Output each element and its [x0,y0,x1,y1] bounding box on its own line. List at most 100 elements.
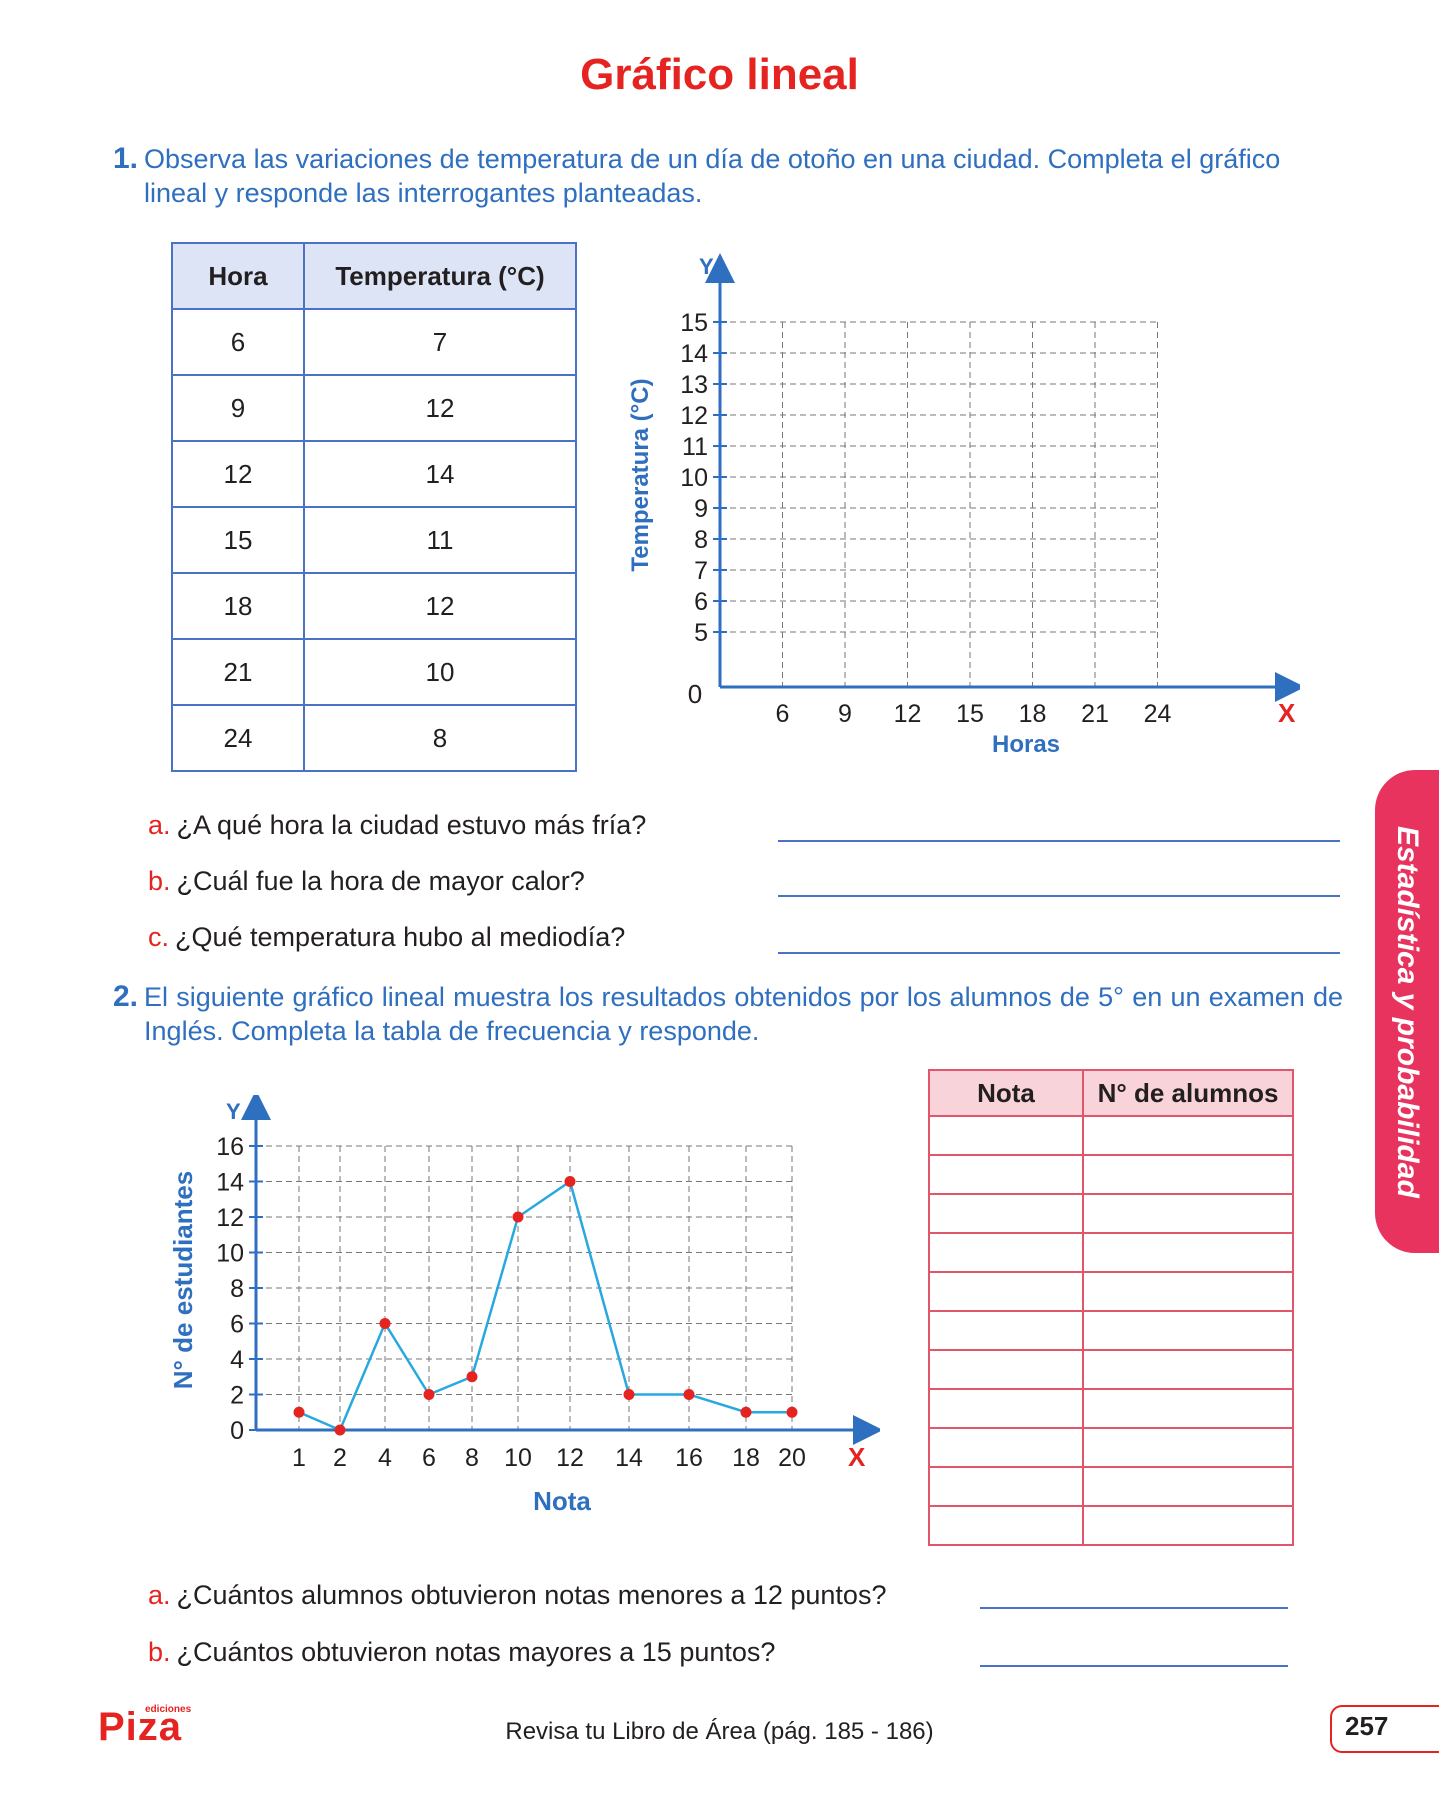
table-row [928,1505,1294,1546]
cell-nota[interactable] [928,1505,1084,1546]
page-number-box [1330,1705,1439,1753]
cell-temp: 12 [303,572,577,640]
cell-nota[interactable] [928,1427,1084,1468]
table-row [928,1154,1294,1195]
y-tick-label: 9 [694,495,708,523]
y-axis-letter: Y [699,254,714,279]
y-tick-label: 15 [680,309,708,337]
table-row [928,1232,1294,1273]
x-tick-label: 14 [615,1444,643,1472]
question-1-text: Observa las variaciones de temperatura d… [144,144,1281,208]
table-row [928,1271,1294,1312]
cell-alumnos[interactable] [1082,1349,1294,1390]
cell-nota[interactable] [928,1310,1084,1351]
answer-line-q1a[interactable] [778,840,1340,842]
y-axis-letter: Y [226,1099,241,1124]
cell-nota[interactable] [928,1115,1084,1156]
table-row [928,1349,1294,1390]
table-row: 9 12 [171,374,577,442]
cell-temp: 11 [303,506,577,574]
y-tick-label: 7 [694,557,708,585]
answer-line-q2b[interactable] [980,1665,1288,1667]
x-tick-label: 2 [333,1444,347,1472]
table-row: 12 14 [171,440,577,508]
x-tick-label: 12 [894,700,922,728]
table-row [928,1115,1294,1156]
x-tick-label: 10 [504,1444,532,1472]
answer-line-q1c[interactable] [778,952,1340,954]
cell-nota[interactable] [928,1232,1084,1273]
data-point [512,1211,524,1223]
y-tick-label: 13 [680,371,708,399]
cell-hora: 15 [171,506,305,574]
question-1-number: 1. [113,142,139,175]
table-header-hora: Hora [171,242,305,310]
table-row: 15 11 [171,506,577,574]
x-axis-letter: X [1278,698,1296,728]
cell-alumnos[interactable] [1082,1427,1294,1468]
page-title: Gráfico lineal [580,50,859,99]
table-header-nota: Nota [928,1069,1084,1117]
cell-alumnos[interactable] [1082,1310,1294,1351]
cell-hora: 18 [171,572,305,640]
cell-alumnos[interactable] [1082,1466,1294,1507]
y-tick-label: 16 [216,1133,244,1161]
q1-question-b: b. ¿Cuál fue la hora de mayor calor? [148,866,585,897]
question-text: ¿Cuántos alumnos obtuvieron notas menore… [176,1580,887,1610]
publisher-logo: Piza [98,1705,183,1749]
table-row [928,1193,1294,1234]
letter: c. [148,922,170,952]
y-tick-label: 11 [682,433,708,461]
cell-nota[interactable] [928,1466,1084,1507]
q1-question-a: a. ¿A qué hora la ciudad estuvo más fría? [148,810,646,841]
cell-hora: 12 [171,440,305,508]
table-row: 21 10 [171,638,577,706]
answer-line-q1b[interactable] [778,895,1340,897]
x-tick-label: 1 [292,1444,306,1472]
cell-nota[interactable] [928,1193,1084,1234]
cell-nota[interactable] [928,1388,1084,1429]
x-tick-label: 4 [378,1444,392,1472]
cell-alumnos[interactable] [1082,1154,1294,1195]
question-text: ¿A qué hora la ciudad estuvo más fría? [176,810,647,840]
cell-alumnos[interactable] [1082,1505,1294,1546]
cell-alumnos[interactable] [1082,1271,1294,1312]
y-tick-label: 4 [230,1346,244,1374]
data-point [293,1406,305,1418]
y-tick-label: 10 [680,464,708,492]
q2-question-a: a. ¿Cuántos alumnos obtuvieron notas meno… [148,1580,886,1611]
x-tick-label: 18 [732,1444,760,1472]
cell-nota[interactable] [928,1154,1084,1195]
q2-question-b: b. ¿Cuántos obtuvieron notas mayores a 15… [148,1637,775,1668]
x-tick-label: 12 [556,1444,584,1472]
table-row [928,1427,1294,1468]
cell-hora: 9 [171,374,305,442]
question-text: ¿Qué temperatura hubo al mediodía? [175,922,626,952]
answer-line-q2a[interactable] [980,1607,1288,1609]
page-number: 257 [1345,1711,1389,1741]
data-point [379,1318,391,1329]
letter: b. [148,866,171,896]
data-point [623,1389,635,1400]
publisher-logo-sub: ediciones [145,1704,192,1715]
x-tick-label: 15 [956,700,984,728]
cell-alumnos[interactable] [1082,1115,1294,1156]
cell-nota[interactable] [928,1349,1084,1390]
x-tick-label: 6 [422,1444,436,1472]
question-2-number: 2. [113,980,139,1013]
data-point [740,1406,752,1418]
table-row: 18 12 [171,572,577,640]
y-tick-label: 5 [694,619,708,647]
cell-nota[interactable] [928,1271,1084,1312]
cell-alumnos[interactable] [1082,1232,1294,1273]
cell-temp: 12 [303,374,577,442]
y-axis-label: N° de estudiantes [168,1171,198,1389]
y-axis-label: Temperatura (°C) [627,378,654,571]
cell-alumnos[interactable] [1082,1193,1294,1234]
table-header-alumnos: N° de alumnos [1082,1069,1294,1117]
q1-question-c: c. ¿Qué temperatura hubo al mediodía? [148,922,625,953]
cell-alumnos[interactable] [1082,1388,1294,1429]
series-line [298,1179,792,1432]
x-axis-label: Nota [533,1486,591,1516]
y-tick-label: 8 [694,526,708,554]
